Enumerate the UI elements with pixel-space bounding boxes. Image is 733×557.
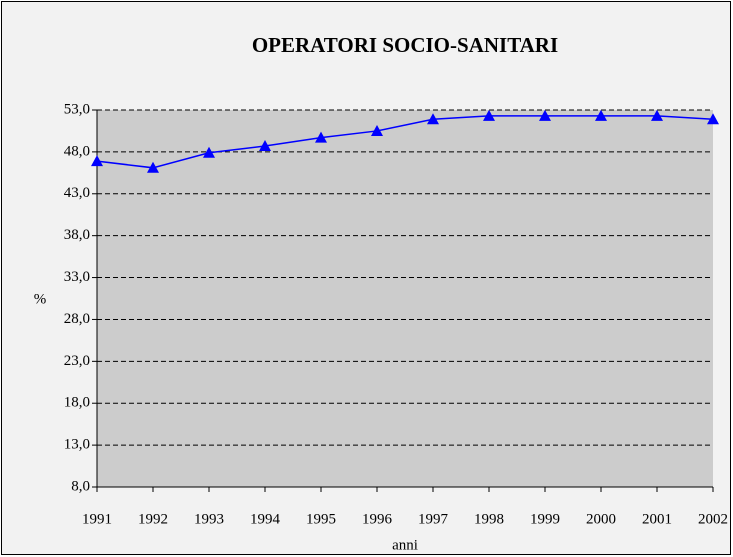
data-marker xyxy=(203,146,215,158)
y-axis-label: % xyxy=(34,291,47,307)
x-tick-label: 2000 xyxy=(586,511,616,527)
x-tick-label: 1999 xyxy=(530,511,560,527)
y-tick-label: 38,0 xyxy=(64,227,90,243)
data-marker xyxy=(539,109,551,121)
x-tick-label: 1998 xyxy=(474,511,504,527)
x-tick-label: 1995 xyxy=(306,511,336,527)
data-marker xyxy=(259,140,271,152)
x-tick-label: 1992 xyxy=(138,511,168,527)
data-marker xyxy=(371,124,383,136)
chart-title: OPERATORI SOCIO-SANITARI xyxy=(252,33,558,57)
data-marker xyxy=(427,113,439,125)
y-tick-label: 18,0 xyxy=(64,395,90,411)
x-tick-label: 2001 xyxy=(642,511,672,527)
x-tick-label: 1993 xyxy=(194,511,224,527)
data-marker xyxy=(483,109,495,121)
y-tick-label: 48,0 xyxy=(64,143,90,159)
data-line xyxy=(96,115,714,169)
data-marker xyxy=(315,131,327,143)
plot-area xyxy=(97,110,713,487)
y-tick-label: 8,0 xyxy=(71,478,90,494)
x-tick-label: 1996 xyxy=(362,511,393,527)
y-tick-label: 43,0 xyxy=(64,185,90,201)
x-tick-label: 1994 xyxy=(250,511,281,527)
x-tick-label: 1997 xyxy=(418,511,449,527)
y-tick-label: 28,0 xyxy=(64,311,90,327)
y-tick-label: 13,0 xyxy=(64,437,90,453)
x-tick-label: 2002 xyxy=(698,511,728,527)
y-tick-label: 23,0 xyxy=(64,353,90,369)
y-tick-label: 53,0 xyxy=(64,101,90,117)
x-tick-label: 1991 xyxy=(82,511,112,527)
data-marker xyxy=(707,113,719,125)
x-axis-label: anni xyxy=(392,537,418,553)
data-marker xyxy=(91,155,103,167)
data-marker xyxy=(651,109,663,121)
data-marker xyxy=(147,161,159,173)
y-tick-label: 33,0 xyxy=(64,269,90,285)
data-marker xyxy=(595,109,607,121)
